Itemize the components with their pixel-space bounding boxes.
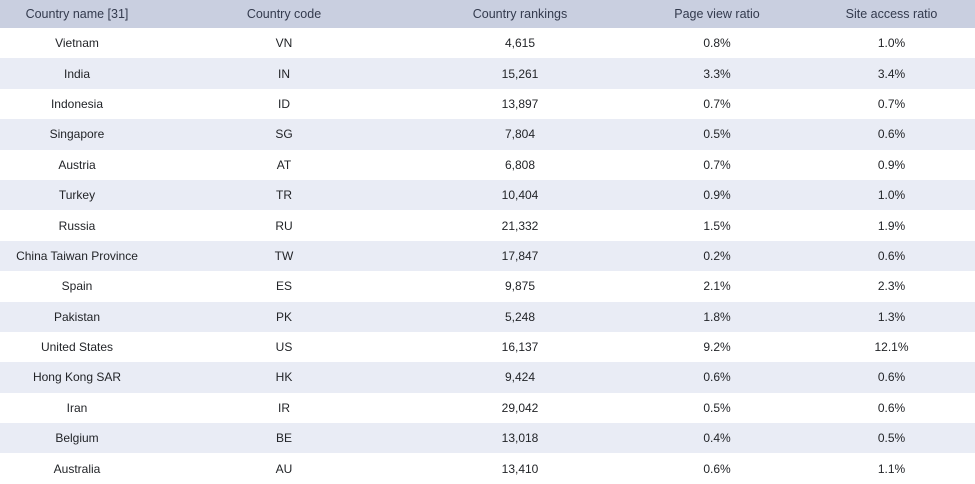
table-row: Spain ES 9,875 2.1% 2.3% (0, 271, 975, 302)
table-row: Iran IR 29,042 0.5% 0.6% (0, 392, 975, 424)
table-header: Country name [31] Country code Country r… (0, 0, 975, 28)
cell-page-view-ratio: 0.5% (703, 400, 731, 415)
table-row: Hong Kong SAR HK 9,424 0.6% 0.6% (0, 362, 975, 393)
cell-page-view-ratio: 0.5% (703, 127, 731, 142)
cell-page-view-ratio: 0.6% (703, 461, 731, 476)
cell-site-access-ratio: 1.0% (877, 188, 906, 203)
cell-country-code: TW (274, 248, 294, 263)
cell-country-ranking: 13,018 (501, 431, 539, 446)
cell-site-access-ratio: 1.1% (877, 461, 906, 476)
cell-site-access-ratio: 1.9% (877, 218, 906, 233)
cell-site-access-ratio: 2.3% (877, 279, 906, 294)
cell-country-name: Indonesia (50, 96, 104, 111)
cell-country-ranking: 7,804 (504, 127, 536, 142)
cell-country-name: Vietnam (55, 36, 99, 51)
table-row: Austria AT 6,808 0.7% 0.9% (0, 149, 975, 180)
header-row: Country name [31] Country code Country r… (0, 0, 975, 28)
table-row: Belgium BE 13,018 0.4% 0.5% (0, 423, 975, 454)
cell-country-code: VN (275, 36, 293, 51)
cell-site-access-ratio: 0.6% (877, 248, 906, 263)
cell-country-code: IN (278, 66, 290, 81)
table-row: Australia AU 13,410 0.6% 1.1% (0, 453, 975, 484)
cell-country-ranking: 13,897 (501, 96, 539, 111)
header-country-code[interactable]: Country code (246, 7, 322, 21)
cell-country-code: IR (278, 400, 290, 415)
cell-country-name: Belgium (55, 431, 99, 446)
cell-country-name: Turkey (58, 188, 96, 203)
cell-page-view-ratio: 0.7% (703, 157, 731, 172)
cell-page-view-ratio: 0.9% (703, 188, 731, 203)
cell-country-ranking: 9,424 (504, 370, 536, 385)
cell-country-ranking: 10,404 (501, 188, 539, 203)
cell-site-access-ratio: 1.3% (877, 309, 906, 324)
cell-country-ranking: 5,248 (504, 309, 536, 324)
cell-page-view-ratio: 0.4% (703, 431, 731, 446)
table-body: Vietnam VN 4,615 0.8% 1.0% India IN 15,261 3.3% 3… (0, 28, 975, 484)
table-row: Vietnam VN 4,615 0.8% 1.0% (0, 28, 975, 59)
cell-country-code: US (275, 340, 293, 355)
table-row: Russia RU 21,332 1.5% 1.9% (0, 210, 975, 241)
cell-country-ranking: 6,808 (504, 157, 536, 172)
cell-country-name: Pakistan (53, 309, 101, 324)
table-row: Pakistan PK 5,248 1.8% 1.3% (0, 301, 975, 332)
cell-country-code: SG (275, 127, 293, 142)
cell-page-view-ratio: 2.1% (703, 279, 731, 294)
cell-country-ranking: 21,332 (501, 218, 539, 233)
cell-country-name: China Taiwan Province (16, 248, 138, 263)
cell-country-code: AT (276, 157, 292, 172)
header-page-view-ratio[interactable]: Page view ratio (674, 7, 760, 21)
cell-site-access-ratio: 0.5% (877, 431, 906, 446)
cell-country-ranking: 29,042 (501, 400, 539, 415)
table-row: China Taiwan Province TW 17,847 0.2% 0.6% (0, 240, 975, 272)
table-row: Indonesia ID 13,897 0.7% 0.7% (0, 88, 975, 120)
table-row: United States US 16,137 9.2% 12.1% (0, 331, 975, 363)
cell-country-ranking: 15,261 (501, 66, 539, 81)
cell-page-view-ratio: 9.2% (703, 340, 731, 355)
cell-country-name: Hong Kong SAR (32, 370, 122, 385)
cell-page-view-ratio: 0.6% (703, 370, 731, 385)
cell-page-view-ratio: 0.2% (703, 248, 731, 263)
cell-country-name: Spain (61, 279, 93, 294)
table-row: India IN 15,261 3.3% 3.4% (0, 58, 975, 89)
cell-page-view-ratio: 1.8% (703, 309, 731, 324)
cell-country-name: Russia (58, 218, 96, 233)
cell-country-ranking: 9,875 (504, 279, 536, 294)
header-country-name[interactable]: Country name [31] (25, 7, 129, 21)
cell-country-code: TR (276, 188, 292, 203)
cell-country-name: United States (40, 340, 114, 355)
cell-site-access-ratio: 0.7% (877, 96, 906, 111)
cell-country-code: ID (278, 96, 290, 111)
cell-country-code: HK (275, 370, 293, 385)
cell-site-access-ratio: 0.9% (877, 157, 906, 172)
cell-site-access-ratio: 1.0% (877, 36, 906, 51)
table-row: Singapore SG 7,804 0.5% 0.6% (0, 119, 975, 150)
cell-country-code: ES (275, 279, 292, 294)
cell-country-code: AU (275, 461, 293, 476)
header-site-access-ratio[interactable]: Site access ratio (845, 7, 938, 21)
cell-site-access-ratio: 0.6% (877, 370, 906, 385)
cell-site-access-ratio: 0.6% (877, 400, 906, 415)
cell-site-access-ratio: 3.4% (877, 66, 906, 81)
cell-page-view-ratio: 3.3% (703, 66, 731, 81)
cell-country-name: Singapore (49, 127, 105, 142)
cell-country-code: RU (275, 218, 293, 233)
header-country-rankings[interactable]: Country rankings (472, 7, 568, 21)
cell-country-ranking: 13,410 (501, 461, 539, 476)
cell-country-ranking: 17,847 (501, 248, 539, 263)
cell-site-access-ratio: 12.1% (874, 340, 909, 355)
cell-page-view-ratio: 1.5% (703, 218, 731, 233)
cell-page-view-ratio: 0.8% (703, 36, 731, 51)
cell-country-name: India (63, 66, 91, 81)
cell-country-name: Iran (66, 400, 88, 415)
cell-country-ranking: 4,615 (504, 36, 536, 51)
cell-country-name: Australia (53, 461, 101, 476)
cell-page-view-ratio: 0.7% (703, 96, 731, 111)
cell-country-ranking: 16,137 (501, 340, 539, 355)
cell-country-name: Austria (58, 157, 96, 172)
cell-country-code: BE (275, 431, 292, 446)
cell-site-access-ratio: 0.6% (877, 127, 906, 142)
cell-country-code: PK (275, 309, 292, 324)
table-row: Turkey TR 10,404 0.9% 1.0% (0, 179, 975, 211)
